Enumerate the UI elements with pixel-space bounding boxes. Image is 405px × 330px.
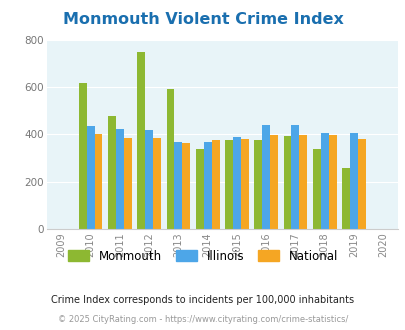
Text: © 2025 CityRating.com - https://www.cityrating.com/crime-statistics/: © 2025 CityRating.com - https://www.city… bbox=[58, 315, 347, 324]
Bar bbox=[153, 138, 160, 229]
Bar bbox=[174, 142, 182, 229]
Bar bbox=[254, 140, 262, 229]
Bar bbox=[195, 149, 203, 229]
Bar bbox=[341, 168, 349, 229]
Bar bbox=[145, 130, 153, 229]
Text: Crime Index corresponds to incidents per 100,000 inhabitants: Crime Index corresponds to incidents per… bbox=[51, 295, 354, 305]
Bar bbox=[224, 140, 232, 229]
Bar bbox=[269, 135, 277, 229]
Bar bbox=[137, 52, 145, 229]
Bar bbox=[108, 116, 115, 229]
Bar bbox=[79, 83, 86, 229]
Bar bbox=[115, 129, 124, 229]
Bar bbox=[262, 125, 269, 229]
Bar bbox=[349, 133, 357, 229]
Bar bbox=[320, 133, 328, 229]
Bar bbox=[182, 143, 190, 229]
Bar bbox=[328, 135, 336, 229]
Bar bbox=[283, 136, 291, 229]
Bar bbox=[166, 89, 174, 229]
Bar bbox=[232, 137, 240, 229]
Bar bbox=[124, 138, 131, 229]
Bar bbox=[211, 140, 219, 229]
Bar bbox=[240, 139, 248, 229]
Legend: Monmouth, Illinois, National: Monmouth, Illinois, National bbox=[64, 246, 341, 266]
Bar bbox=[291, 125, 298, 229]
Bar bbox=[298, 135, 307, 229]
Bar bbox=[86, 126, 94, 229]
Bar bbox=[94, 135, 102, 229]
Bar bbox=[357, 139, 365, 229]
Bar bbox=[203, 142, 211, 229]
Text: Monmouth Violent Crime Index: Monmouth Violent Crime Index bbox=[62, 12, 343, 26]
Bar bbox=[312, 149, 320, 229]
